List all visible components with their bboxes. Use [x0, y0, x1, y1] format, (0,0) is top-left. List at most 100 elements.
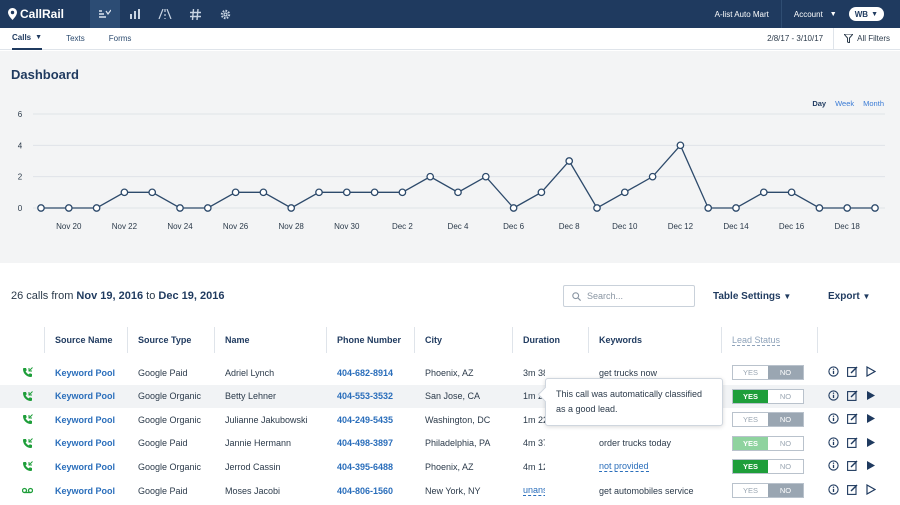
column-header-name[interactable]: Name	[214, 327, 327, 353]
table-row[interactable]: Keyword Pool Google Paid Jannie Hermann 404…	[0, 432, 900, 455]
range-day[interactable]: Day	[812, 99, 827, 108]
phone-number-link[interactable]: 404-249-5435	[337, 414, 394, 425]
lead-yes-option[interactable]: YES	[733, 460, 768, 474]
source-name-link[interactable]: Keyword Pool	[55, 414, 116, 425]
incoming-call-icon	[23, 390, 33, 401]
all-filters-button[interactable]: All Filters	[834, 34, 900, 43]
edit-icon[interactable]	[847, 484, 858, 495]
play-icon[interactable]	[866, 460, 876, 471]
edit-icon[interactable]	[847, 366, 858, 377]
search-icon	[572, 291, 581, 301]
lead-yes-option[interactable]: YES	[733, 366, 768, 379]
lead-yes-option[interactable]: YES	[733, 413, 768, 427]
table-row[interactable]: Keyword Pool Google Organic Jerrod Cassin 4…	[0, 455, 900, 478]
column-header-duration[interactable]: Duration	[512, 327, 589, 353]
lead-status-toggle[interactable]: YES NO	[732, 388, 804, 404]
info-icon[interactable]	[828, 484, 839, 495]
phone-number-link[interactable]: 404-395-6488	[337, 461, 394, 472]
tab-texts[interactable]: Texts	[66, 34, 85, 43]
y-tick-label: 4	[18, 141, 23, 150]
search-input[interactable]: Search...	[563, 285, 695, 307]
nav-routing-button[interactable]	[150, 0, 180, 28]
nav-activity-button[interactable]	[90, 0, 121, 28]
caller-name-cell: Jerrod Cassin	[225, 461, 281, 472]
lead-status-toggle[interactable]: YES NO	[732, 412, 804, 428]
duration-cell: 4m 37s	[523, 432, 545, 455]
account-menu[interactable]: Account ▼	[782, 0, 849, 28]
table-row[interactable]: Keyword Pool Google Organic Julianne Jakub…	[0, 408, 900, 431]
source-name-link[interactable]: Keyword Pool	[55, 461, 116, 472]
edit-icon[interactable]	[847, 413, 858, 425]
info-icon[interactable]	[828, 460, 839, 472]
column-header-city[interactable]: City	[414, 327, 513, 353]
play-icon[interactable]	[866, 366, 876, 377]
export-label: Export	[828, 291, 860, 302]
lead-yes-option[interactable]: YES	[733, 484, 768, 497]
nav-settings-button[interactable]	[210, 0, 240, 28]
info-icon[interactable]	[828, 437, 839, 448]
range-week[interactable]: Week	[835, 99, 855, 108]
range-month[interactable]: Month	[863, 99, 884, 108]
play-icon[interactable]	[866, 390, 876, 401]
date-range-picker[interactable]: 2/8/17 - 3/10/17	[767, 27, 835, 50]
phone-number-link[interactable]: 404-682-8914	[337, 367, 394, 378]
row-actions	[828, 389, 876, 401]
lead-status-toggle[interactable]: YES NO	[732, 459, 804, 475]
phone-number-link[interactable]: 404-498-3897	[337, 438, 394, 449]
table-settings-button[interactable]: Table Settings ▼	[713, 291, 791, 302]
export-button[interactable]: Export ▼	[828, 291, 870, 302]
lead-no-option[interactable]: NO	[768, 389, 803, 403]
table-row[interactable]: Keyword Pool Google Organic Betty Lehner 40…	[0, 384, 900, 408]
info-icon[interactable]	[828, 389, 839, 401]
x-tick-label: Dec 10	[612, 222, 638, 231]
phone-number-link[interactable]: 404-553-3532	[337, 391, 394, 402]
callrail-logo[interactable]: CallRail	[8, 7, 64, 21]
lead-no-option[interactable]: NO	[768, 460, 803, 474]
lead-status-toggle[interactable]: YES NO	[732, 435, 804, 451]
lead-yes-option[interactable]: YES	[733, 436, 768, 450]
edit-icon[interactable]	[847, 437, 858, 448]
data-point	[64, 204, 73, 212]
call-type-cell	[22, 385, 36, 408]
column-header-source-name[interactable]: Source Name	[44, 327, 128, 353]
keywords-link[interactable]: not provided	[599, 461, 649, 473]
lead-status-toggle[interactable]: YES NO	[732, 365, 804, 380]
lead-no-option[interactable]: NO	[768, 436, 803, 450]
source-name-link[interactable]: Keyword Pool	[55, 391, 116, 402]
data-point	[315, 188, 323, 197]
source-name-link[interactable]: Keyword Pool	[55, 485, 116, 496]
edit-icon[interactable]	[847, 460, 858, 472]
source-name-link[interactable]: Keyword Pool	[55, 367, 116, 378]
lead-no-option[interactable]: NO	[768, 413, 803, 427]
row-actions	[828, 413, 876, 425]
column-header-keywords[interactable]: Keywords	[588, 327, 722, 353]
nav-numbers-button[interactable]	[180, 0, 210, 28]
edit-icon[interactable]	[847, 390, 858, 401]
source-name-link[interactable]: Keyword Pool	[55, 438, 116, 449]
table-row[interactable]: Keyword Pool Google Paid Moses Jacobi 404-8…	[0, 479, 900, 502]
tab-forms[interactable]: Forms	[108, 34, 132, 43]
column-header-lead-status[interactable]: Lead Status	[721, 327, 818, 353]
table-row[interactable]: Keyword Pool Google Paid Adriel Lynch 404-6…	[0, 361, 900, 384]
duration-link[interactable]: unanswered	[523, 485, 545, 496]
info-icon[interactable]	[828, 413, 839, 424]
lead-yes-option[interactable]: YES	[733, 389, 768, 403]
user-avatar-menu[interactable]: WB ▼	[848, 7, 884, 21]
tab-calls[interactable]: Calls ▼	[12, 28, 43, 50]
nav-reports-button[interactable]	[120, 0, 150, 28]
call-type-cell	[22, 408, 36, 431]
chevron-down-icon: ▼	[862, 292, 871, 301]
company-name[interactable]: A-list Auto Mart	[703, 0, 782, 28]
lead-no-option[interactable]: NO	[768, 366, 803, 379]
column-header-phone-number[interactable]: Phone Number	[326, 327, 415, 353]
phone-number-link[interactable]: 404-806-1560	[337, 485, 394, 496]
data-point	[203, 204, 212, 212]
lead-no-option[interactable]: NO	[768, 484, 803, 497]
play-icon[interactable]	[866, 437, 876, 448]
lead-status-toggle[interactable]: YES NO	[732, 483, 804, 498]
keywords-cell: not provided	[599, 455, 721, 478]
column-header-source-type[interactable]: Source Type	[127, 327, 215, 353]
info-icon[interactable]	[828, 366, 839, 377]
play-icon[interactable]	[866, 413, 876, 424]
play-icon[interactable]	[866, 484, 876, 495]
